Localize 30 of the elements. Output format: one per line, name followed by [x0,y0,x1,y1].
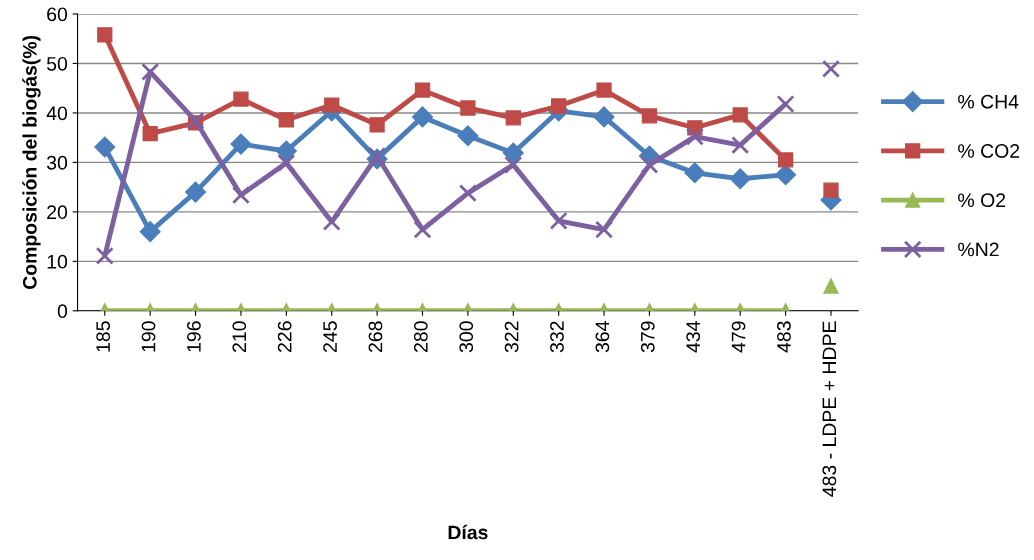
x-tick-label: 479 [731,321,746,353]
y-tick-label: 20 [47,205,68,220]
x-tick-label: 332 [550,321,564,353]
legend-label: %N2 [958,242,999,257]
x-tick-label: 268 [368,321,383,352]
y-tick-label: 40 [46,106,68,121]
x-tick-label: 190 [141,321,156,352]
y-axis-title: Composición del biogás(%) [22,35,41,290]
x-tick-label: 483 - LDPE + HDPE [822,321,837,497]
x-tick-label: 185 [96,321,110,352]
y-tick-label: 0 [57,304,68,319]
y-tick-label: 10 [47,254,68,269]
legend-label: % CH4 [958,94,1019,109]
x-tick-label: 322 [504,321,519,353]
x-tick-label: 210 [232,321,247,352]
x-axis-title: Días [448,524,488,540]
y-tick-label: 50 [46,56,68,71]
x-tick-label: 434 [686,321,701,353]
x-tick-label: 280 [413,321,428,352]
x-tick-label: 196 [187,321,201,352]
x-tick-label: 364 [595,321,610,353]
x-tick-label: 379 [640,321,655,353]
legend-label: % O2 [958,193,1006,208]
x-tick-label: 226 [277,321,292,352]
y-tick-label: 60 [47,7,68,22]
y-tick-label: 30 [46,155,68,170]
x-tick-label: 245 [323,321,337,352]
x-tick-label: 483 [777,321,791,353]
legend-label: % CO2 [958,144,1020,158]
x-tick-label: 300 [459,321,474,353]
